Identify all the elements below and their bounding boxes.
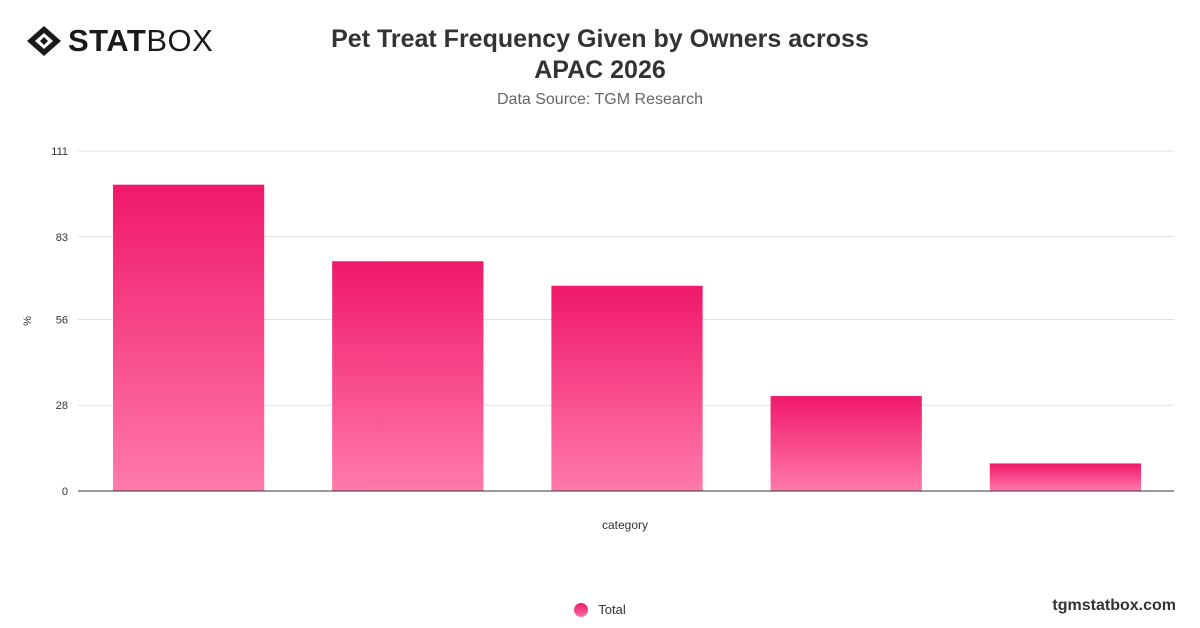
legend[interactable]: Total [0, 602, 1200, 617]
logo-word-box: BOX [146, 23, 214, 58]
bar [551, 285, 703, 491]
axes: 0 28 56 83 111% category [22, 146, 1174, 532]
y-tick-label: 0 [62, 486, 68, 498]
y-tick-label: 28 [56, 400, 68, 412]
y-tick-label: 83 [56, 232, 68, 244]
x-axis-label: category [602, 518, 648, 532]
bar [332, 261, 484, 491]
legend-swatch [574, 602, 589, 617]
bar [112, 184, 265, 491]
legend-label: Total [598, 602, 626, 617]
footer-credit: tgmstatbox.com [1052, 597, 1176, 614]
statbox-logo: STATBOX [26, 24, 213, 58]
logo-word-stat: STAT [68, 23, 147, 58]
y-tick-label: 56 [56, 314, 68, 326]
y-tick-label: 111 [51, 146, 68, 158]
chart-subtitle: Data Source: TGM Research [496, 91, 703, 108]
bar [989, 463, 1142, 491]
logo-wordmark: STATBOX [68, 25, 213, 57]
chart-title: Pet Treat Frequency Given by Owners acro… [331, 25, 869, 84]
bar [770, 396, 922, 491]
diamond-logo-icon [27, 26, 61, 56]
bars [112, 184, 1142, 491]
y-axis-label: % [22, 316, 34, 326]
